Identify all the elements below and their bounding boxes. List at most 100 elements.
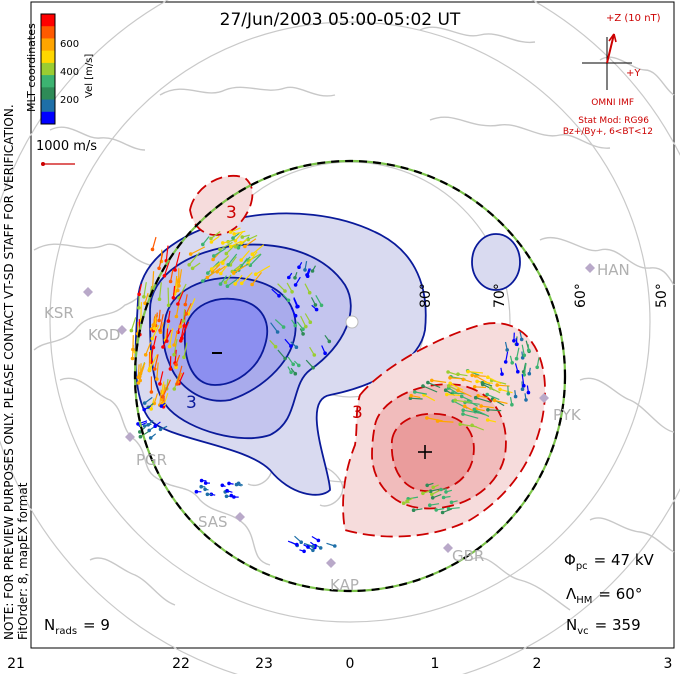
- velocity-vector-origin: [229, 245, 233, 249]
- velocity-vector-origin: [320, 304, 324, 308]
- velocity-vector-origin: [179, 339, 183, 343]
- velocity-vector-origin: [510, 361, 514, 365]
- velocity-vector-origin: [294, 372, 298, 376]
- velocity-vector: [488, 410, 501, 411]
- velocity-vector-origin: [130, 329, 134, 333]
- velocity-vector-origin: [176, 302, 180, 306]
- fit-order-note: FitOrder: 8, mapEX format: [16, 483, 30, 640]
- velocity-vector-origin: [306, 274, 310, 278]
- velocity-vector-origin: [289, 371, 293, 375]
- imf-source: OMNI IMF: [591, 98, 634, 108]
- velocity-vector-origin: [143, 424, 147, 428]
- velocity-vector-origin: [431, 486, 435, 490]
- velocity-vector-origin: [481, 381, 485, 385]
- station-label-ksr: KSR: [44, 304, 74, 322]
- velocity-vector-origin: [148, 368, 152, 372]
- station-label-pgr: PGR: [136, 451, 167, 469]
- velocity-vector-origin: [184, 312, 188, 316]
- negative-cell-small: [472, 234, 520, 290]
- velocity-vector-origin: [302, 550, 306, 554]
- convection-cells: [136, 176, 545, 537]
- velocity-vector-origin: [301, 327, 305, 331]
- velocity-vector-origin: [314, 303, 318, 307]
- velocity-vector-origin: [182, 355, 186, 359]
- scale-vector-label: 1000 m/s: [36, 139, 97, 154]
- colorbar-segment: [41, 63, 55, 76]
- velocity-vector-origin: [153, 424, 157, 428]
- velocity-vector-origin: [473, 408, 477, 412]
- velocity-vector-origin: [317, 539, 321, 543]
- velocity-vector-origin: [466, 370, 470, 374]
- velocity-vector-origin: [456, 388, 460, 392]
- velocity-vector-origin: [308, 291, 312, 295]
- contour-label-2: 3: [352, 403, 363, 423]
- nvc-subscript: vc: [577, 626, 588, 637]
- velocity-vector-origin: [304, 325, 308, 329]
- velocity-vector-origin: [444, 490, 448, 494]
- velocity-vector: [410, 398, 422, 399]
- velocity-colorbar: [41, 14, 55, 125]
- imf-model: Stat Mod: RG96: [578, 116, 649, 126]
- velocity-vector-origin: [184, 303, 188, 307]
- velocity-vector-origin: [165, 339, 169, 343]
- station-marker-sas: [235, 512, 245, 522]
- velocity-vector-origin: [232, 232, 236, 236]
- velocity-vector-origin: [153, 367, 157, 371]
- velocity-vector-origin: [189, 252, 193, 256]
- imf-y-label: +Y: [626, 68, 641, 79]
- velocity-vector-origin: [276, 330, 280, 334]
- velocity-vector-origin: [448, 376, 452, 380]
- velocity-vector-origin: [333, 544, 337, 548]
- velocity-vector-origin: [176, 289, 180, 293]
- lambda-hm-stat: ΛHM= 60°: [566, 585, 642, 606]
- velocity-vector-origin: [486, 408, 490, 412]
- velocity-vector-origin: [498, 388, 502, 392]
- velocity-vector-origin: [229, 230, 233, 234]
- velocity-vector-origin: [204, 481, 208, 485]
- velocity-vector: [153, 237, 157, 249]
- velocity-vector-origin: [152, 346, 156, 350]
- mlt-tick-1: 1: [431, 656, 440, 672]
- velocity-vector-origin: [294, 283, 298, 287]
- colorbar-label: Vel [m/s]: [84, 54, 95, 98]
- nrads-stat: Nrads= 9: [44, 616, 110, 637]
- velocity-vector-origin: [441, 511, 445, 515]
- velocity-vector-origin: [289, 344, 293, 348]
- velocity-vector-origin: [206, 276, 210, 280]
- velocity-vector-origin: [485, 393, 489, 397]
- phi-pc-subscript: pc: [576, 561, 588, 572]
- velocity-vector-origin: [515, 357, 519, 361]
- velocity-vector-origin: [199, 485, 203, 489]
- station-label-kap: KAP: [330, 576, 359, 594]
- velocity-vector-origin: [521, 387, 525, 391]
- velocity-vector-origin: [442, 496, 446, 500]
- velocity-vector-origin: [290, 290, 294, 294]
- velocity-vector-origin: [291, 363, 295, 367]
- velocity-vector-origin: [295, 345, 299, 349]
- velocity-vector-origin: [470, 374, 474, 378]
- velocity-vector-origin: [157, 319, 161, 323]
- station-label-han: HAN: [597, 261, 630, 279]
- velocity-vector-origin: [161, 395, 165, 399]
- velocity-vector: [138, 364, 139, 377]
- mlt-tick-0: 0: [346, 656, 355, 672]
- nrads-subscript: rads: [55, 626, 77, 637]
- station-marker-kap: [326, 558, 336, 568]
- mlt-tick-21: 21: [7, 656, 25, 672]
- velocity-vector-origin: [522, 384, 526, 388]
- velocity-vector-origin: [283, 357, 287, 361]
- velocity-vector-origin: [143, 401, 147, 405]
- velocity-vector-origin: [232, 271, 236, 275]
- velocity-vector-origin: [486, 418, 490, 422]
- velocity-vector-origin: [523, 354, 527, 358]
- velocity-vector-origin: [168, 345, 172, 349]
- velocity-vector-origin: [211, 258, 215, 262]
- station-label-sas: SAS: [198, 513, 228, 531]
- velocity-vector-origin: [131, 357, 135, 361]
- velocity-vector-origin: [219, 272, 223, 276]
- velocity-vector-origin: [413, 390, 417, 394]
- velocity-vector-origin: [434, 508, 438, 512]
- velocity-vector-origin: [287, 299, 291, 303]
- velocity-vector-origin: [311, 269, 315, 273]
- velocity-vector-origin: [495, 383, 499, 387]
